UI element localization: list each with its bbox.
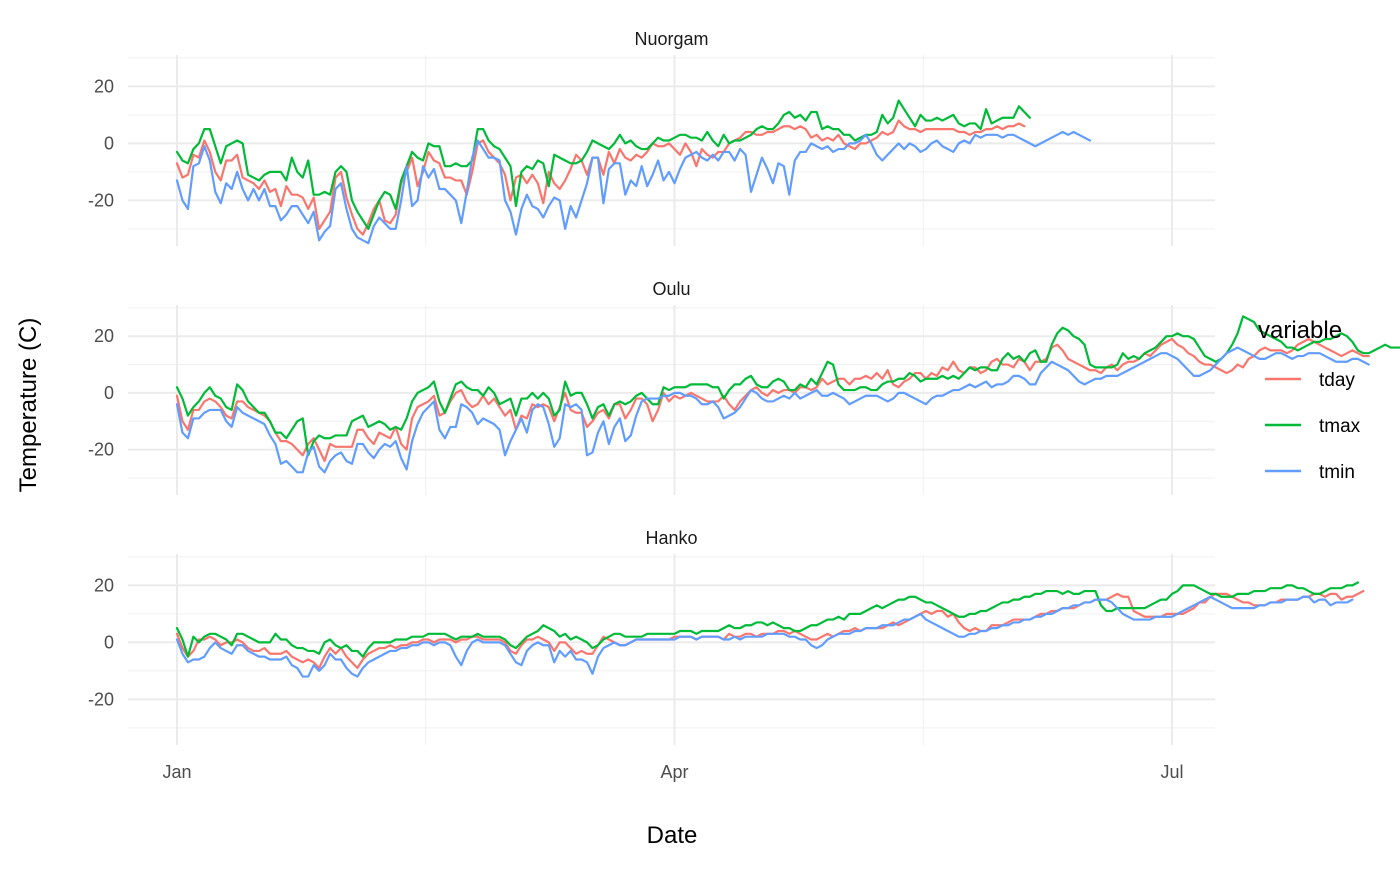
series-line-tmin [175,130,1092,245]
y-tick-label: 20 [94,326,114,346]
y-axis-label: Temperature (C) [15,318,42,493]
facet-panel-nuorgam: -20 0 20 Nuorgam [88,29,1215,246]
x-tick-label: Jan [162,762,191,782]
y-tick-label: 0 [104,632,114,652]
y-tick-label: -20 [88,689,114,709]
series-line-tmax [175,315,1400,457]
facet-title: Oulu [652,279,690,299]
series-line-tmax [175,99,1031,230]
y-tick-label: 0 [104,383,114,403]
series-line-tmin [175,346,1370,474]
series-line-tday [175,589,1365,670]
legend-label: tmax [1319,416,1361,437]
y-tick-label: 20 [94,575,114,595]
legend-entry-tday: tday [1265,370,1355,391]
y-tick-label: -20 [88,440,114,460]
facet-panel-oulu: -20 0 20 Oulu [88,279,1400,495]
legend-entry-tmax: tmax [1265,416,1361,437]
series-line-tday [175,119,1026,236]
facet-title: Hanko [645,528,697,548]
legend: variable tday tmax tmin [1258,317,1361,483]
x-tick-label: Apr [660,762,688,782]
x-axis-label: Date [647,822,698,849]
series-line-tmax [175,581,1359,658]
y-tick-label: 20 [94,76,114,96]
legend-label: tday [1319,370,1355,391]
series-line-tday [175,337,1370,463]
legend-title: variable [1258,317,1342,344]
x-tick-label: Jul [1160,762,1183,782]
series-line-tmin [175,595,1354,678]
legend-entry-tmin: tmin [1265,462,1355,483]
legend-label: tmin [1319,462,1355,483]
y-tick-label: -20 [88,190,114,210]
facet-title: Nuorgam [634,29,708,49]
y-tick-label: 0 [104,133,114,153]
facet-panel-hanko: -20 0 20 Hanko [88,528,1365,745]
